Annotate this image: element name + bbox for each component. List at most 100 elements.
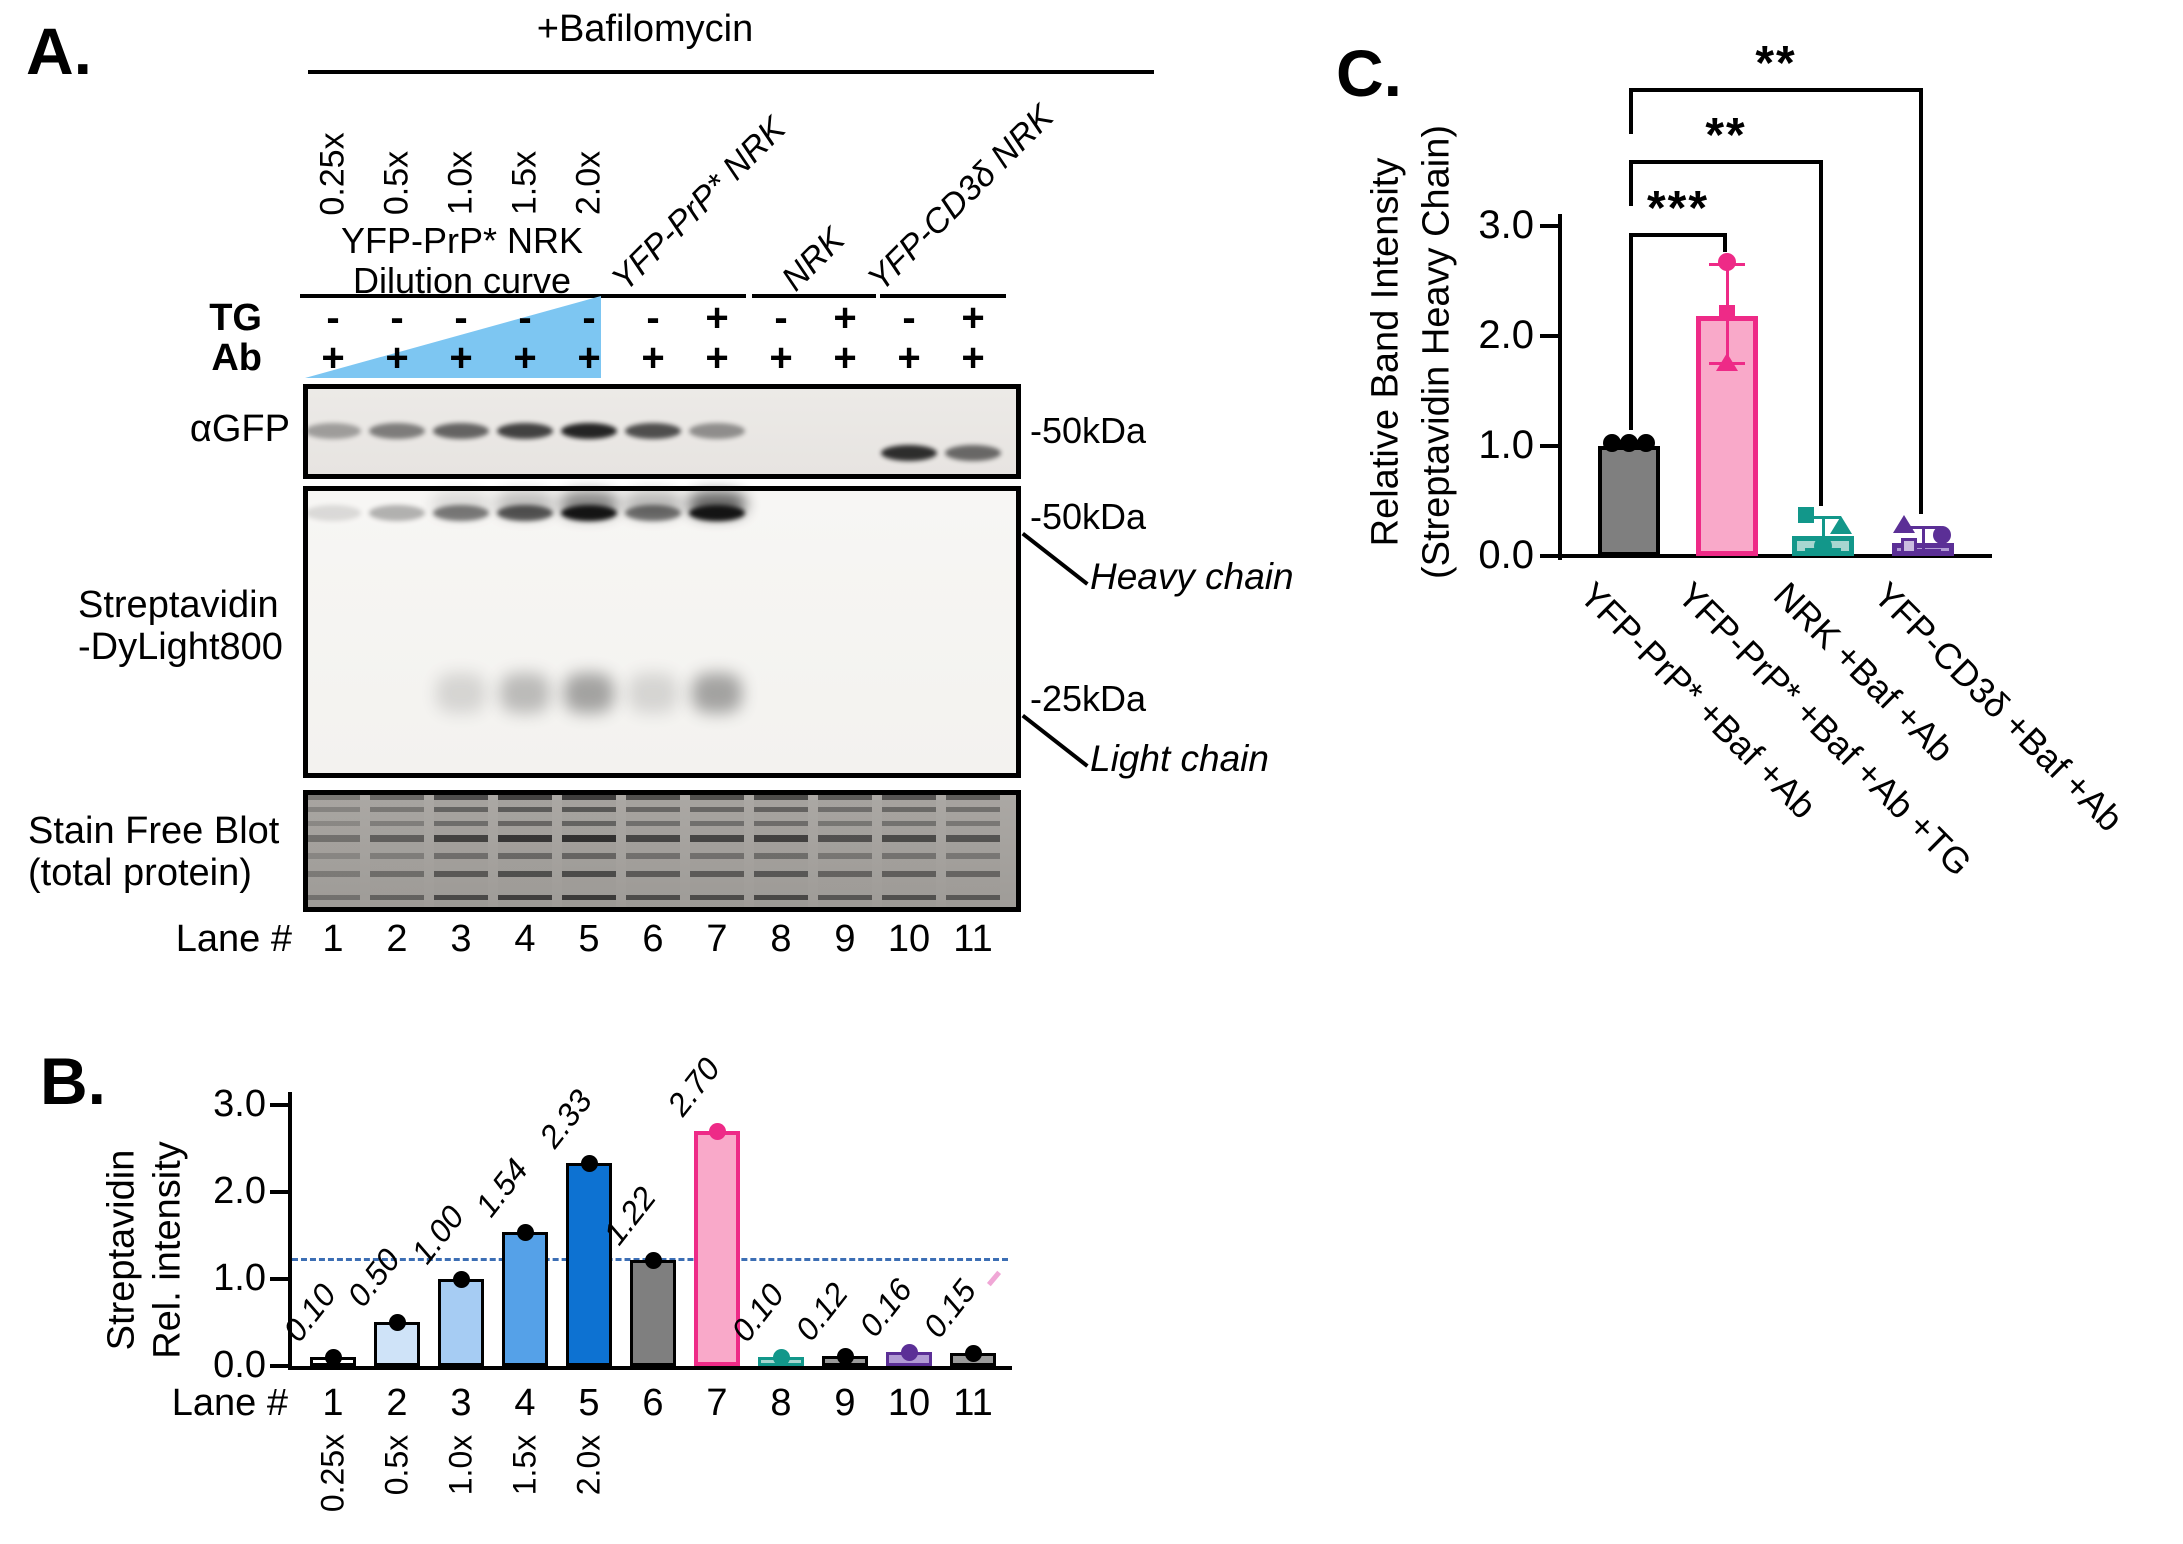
panel-b-lane-number-6: 6 — [642, 1382, 664, 1424]
blot-agfp-band-lane-4 — [497, 423, 553, 439]
tg-sign-lane-2: - — [390, 296, 404, 340]
stainfree-lane-5 — [562, 795, 616, 907]
tg-sign-lane-11: + — [961, 296, 985, 340]
panel-c-ytick-label-2.0: 2.0 — [1478, 313, 1534, 357]
panel-c-datapoint-3-2 — [1830, 516, 1852, 534]
blot-streptavidin — [303, 486, 1021, 778]
blot-agfp — [303, 384, 1021, 479]
panel-c-datapoint-4-3 — [1901, 538, 1917, 554]
panel-c-datapoint-3-3 — [1814, 537, 1832, 555]
stainfree-lane-1 — [308, 795, 360, 907]
sig-label-1: *** — [1646, 182, 1710, 235]
lane-number-11: 11 — [953, 918, 993, 960]
group-label-yfp-prp-nrk: YFP-PrP* NRK — [604, 109, 793, 299]
lane-number-7: 7 — [706, 918, 728, 960]
panel-b-ytick-label-2.0: 2.0 — [213, 1170, 266, 1212]
panel-c-label: C. — [1336, 36, 1402, 110]
panel-b-lane-number-10: 10 — [887, 1382, 931, 1424]
lane-number-4: 4 — [514, 918, 536, 960]
dilution-label-1.5x: 1.5x — [505, 150, 544, 216]
panel-b-lane-number-9: 9 — [834, 1382, 856, 1424]
panel-c-errorbar-3-stem — [1822, 518, 1825, 550]
panel-a-label: A. — [26, 14, 92, 88]
tg-sign-lane-5: - — [582, 296, 596, 340]
panel-c-yaxis — [1558, 214, 1562, 560]
panel-b-dilution-label-1.0x: 1.0x — [442, 1434, 479, 1496]
stainfree-lane-9 — [818, 795, 872, 907]
blot-strep-band-lane-2 — [369, 505, 425, 521]
panel-b-lane-number-4: 4 — [514, 1382, 536, 1424]
stainfree-lane-8 — [754, 795, 808, 907]
panel-b-dilution-label-2.0x: 2.0x — [570, 1434, 607, 1496]
panel-c-datapoint-2-1 — [1718, 253, 1736, 271]
sig-bracket-3-top — [1629, 88, 1923, 92]
sig-bracket-1-left — [1629, 233, 1633, 430]
panel-b-ytick-mark-2.0 — [270, 1190, 288, 1194]
blot-strep-band-lane-7 — [689, 505, 745, 521]
panel-b-ylabel-line1: Streptavidin — [100, 1149, 143, 1351]
tg-row-label: TG — [209, 297, 262, 339]
group-underline-3 — [880, 294, 1006, 298]
panel-b-value-label-lane-9: 0.12 — [788, 1275, 855, 1348]
panel-b-datapoint-lane-2 — [389, 1314, 406, 1331]
panel-c-datapoint-1-1 — [1603, 434, 1621, 452]
panel-c-ylabel-line1: Relative Band Intensity — [1364, 157, 1407, 547]
blot-strep-band-lane-5 — [561, 505, 617, 521]
sig-bracket-2-left — [1629, 160, 1633, 206]
sig-bracket-3-right — [1919, 88, 1923, 514]
blot-stainfree — [303, 790, 1021, 912]
panel-b-ytick-mark-0.0 — [270, 1364, 288, 1368]
blot-stainfree-label-line2: (total protein) — [28, 852, 252, 894]
panel-b-dilution-label-0.5x: 0.5x — [378, 1434, 415, 1496]
group-underline-1 — [620, 294, 746, 298]
panel-b-xaxis — [288, 1366, 1012, 1370]
blot-strep-band-lane-6 — [625, 505, 681, 521]
stainfree-lane-3 — [434, 795, 488, 907]
blot-agfp-marker-50kda: -50kDa — [1030, 410, 1147, 451]
stainfree-lane-11 — [946, 795, 1000, 907]
panel-c-ytick-label-0.0: 0.0 — [1478, 533, 1534, 577]
ab-sign-lane-7: + — [705, 336, 729, 380]
blot-agfp-band-lane-7 — [689, 423, 745, 439]
stainfree-lane-2 — [370, 795, 424, 907]
panel-c-ytick-label-1.0: 1.0 — [1478, 423, 1534, 467]
dilution-label-2.0x: 2.0x — [569, 150, 608, 216]
panel-b-bar-lane-3 — [438, 1279, 484, 1366]
light-chain-annotation: Light chain — [1090, 738, 1269, 779]
sig-bracket-2-right — [1819, 160, 1823, 506]
panel-c-datapoint-2-2 — [1719, 305, 1735, 321]
dilution-underline — [300, 294, 642, 298]
panel-b-value-label-lane-4: 1.54 — [468, 1151, 535, 1224]
stainfree-lane-7 — [690, 795, 744, 907]
blot-agfp-band-lane-11 — [945, 445, 1001, 461]
lane-number-10: 10 — [887, 918, 931, 960]
blot-agfp-band-lane-3 — [433, 423, 489, 439]
sig-bracket-1-top — [1629, 233, 1727, 237]
panel-c-errorbar-4-stem — [1922, 527, 1925, 550]
lane-number-5: 5 — [578, 918, 600, 960]
panel-b-value-label-lane-2: 0.50 — [340, 1241, 407, 1314]
panel-b-lane-number-1: 1 — [322, 1382, 344, 1424]
ab-sign-lane-9: + — [833, 336, 857, 380]
blot-strep-band-lane-5 — [564, 673, 614, 713]
panel-b-dilution-label-0.25x: 0.25x — [314, 1433, 351, 1513]
group-underline-2 — [752, 294, 876, 298]
panel-c-datapoint-1-3 — [1637, 434, 1655, 452]
panel-b-value-label-lane-10: 0.16 — [852, 1271, 919, 1344]
ab-sign-lane-10: + — [897, 336, 921, 380]
blot-agfp-band-lane-1 — [305, 423, 361, 439]
panel-b-lane-label: Lane # — [171, 1382, 288, 1424]
lane-number-1: 1 — [322, 918, 344, 960]
blot-agfp-band-lane-6 — [625, 423, 681, 439]
blot-strep-band-lane-1 — [305, 505, 361, 521]
panel-b-datapoint-lane-10 — [901, 1344, 918, 1361]
panel-b-datapoint-lane-8 — [773, 1349, 790, 1366]
panel-b-value-label-lane-7: 2.70 — [660, 1050, 727, 1123]
panel-b-ytick-mark-3.0 — [270, 1103, 288, 1107]
panel-c-datapoint-4-1 — [1893, 515, 1915, 533]
group-label-yfp-cd3d-nrk: YFP-CD3δ NRK — [860, 97, 1061, 299]
sig-bracket-3-left — [1629, 88, 1633, 134]
panel-b-datapoint-lane-6 — [645, 1252, 662, 1269]
panel-b-ytick-mark-1.0 — [270, 1277, 288, 1281]
panel-b-value-label-lane-5: 2.33 — [532, 1082, 599, 1155]
